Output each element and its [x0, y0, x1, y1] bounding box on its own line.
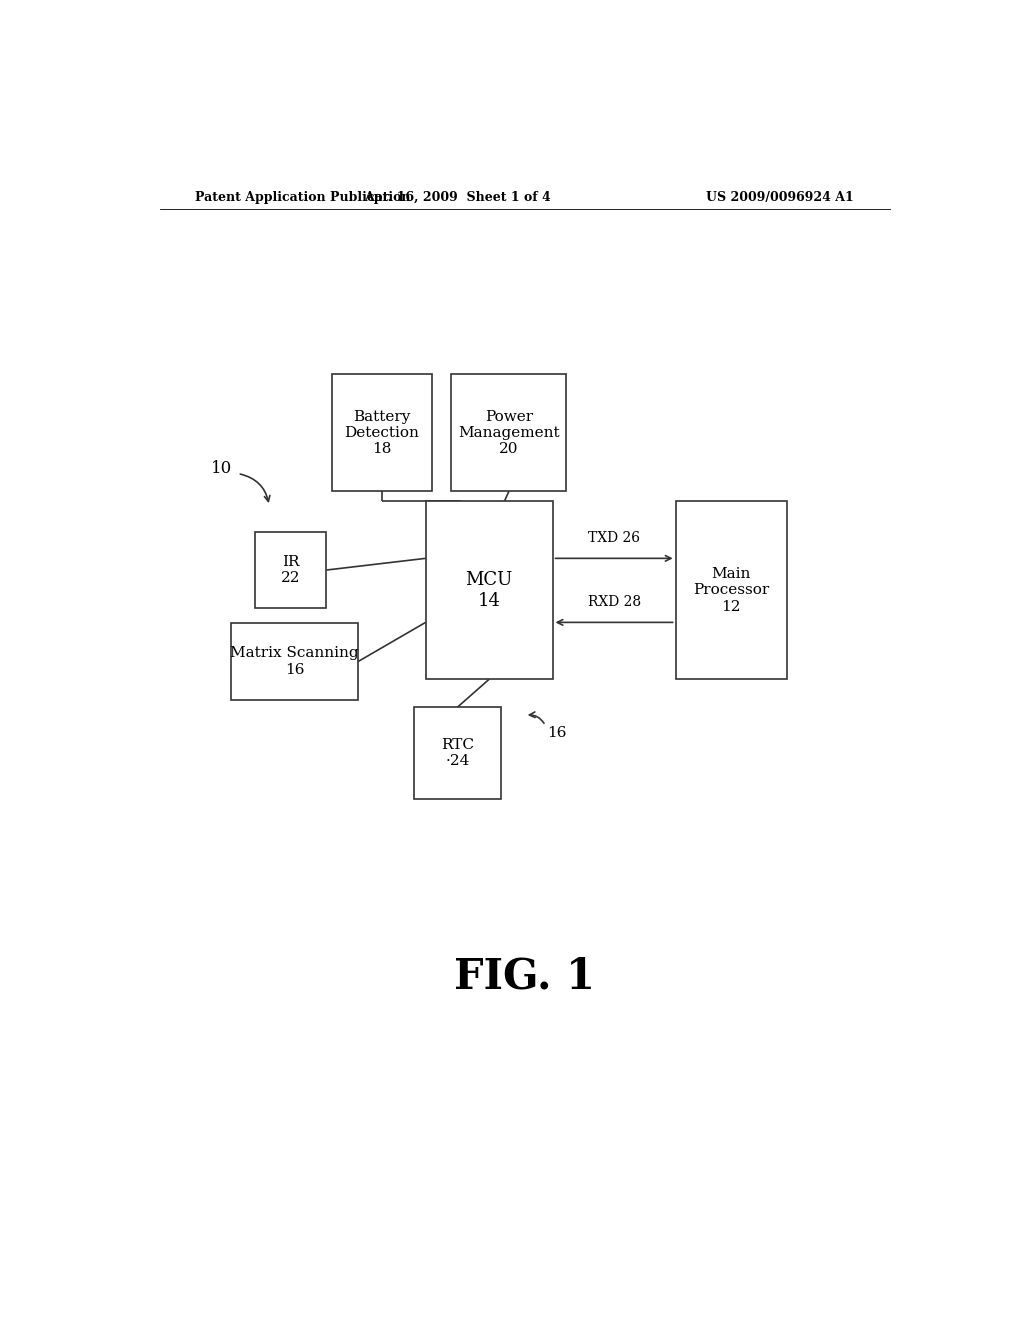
FancyBboxPatch shape [333, 375, 431, 491]
Text: RXD 28: RXD 28 [588, 595, 641, 609]
FancyBboxPatch shape [255, 532, 327, 609]
FancyBboxPatch shape [426, 502, 553, 680]
Text: Battery
Detection
18: Battery Detection 18 [344, 409, 420, 455]
Text: 10: 10 [211, 459, 232, 477]
Text: US 2009/0096924 A1: US 2009/0096924 A1 [707, 190, 854, 203]
Text: 16: 16 [547, 726, 566, 739]
FancyBboxPatch shape [676, 502, 786, 680]
Text: Matrix Scanning
16: Matrix Scanning 16 [230, 647, 359, 677]
FancyBboxPatch shape [452, 375, 566, 491]
Text: TXD 26: TXD 26 [588, 531, 640, 545]
Text: Power
Management
20: Power Management 20 [458, 409, 560, 455]
Text: Patent Application Publication: Patent Application Publication [196, 190, 411, 203]
Text: Main
Processor
12: Main Processor 12 [693, 568, 769, 614]
Text: MCU
14: MCU 14 [465, 572, 513, 610]
Text: IR
22: IR 22 [281, 554, 300, 585]
FancyBboxPatch shape [231, 623, 358, 700]
Text: FIG. 1: FIG. 1 [455, 956, 595, 998]
FancyBboxPatch shape [414, 708, 501, 799]
Text: RTC
·24: RTC ·24 [441, 738, 474, 768]
Text: Apr. 16, 2009  Sheet 1 of 4: Apr. 16, 2009 Sheet 1 of 4 [364, 190, 551, 203]
